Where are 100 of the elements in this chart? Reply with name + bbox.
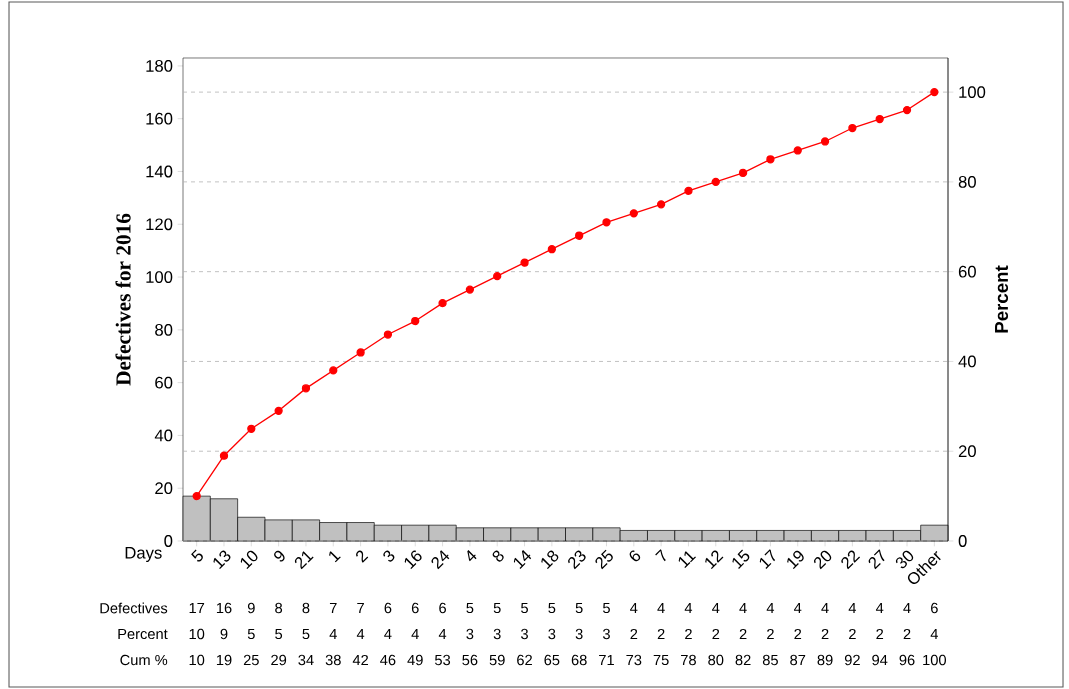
- point: [848, 123, 857, 133]
- data-label: 10: [189, 654, 205, 666]
- data-label: 4: [794, 602, 802, 614]
- text: 3: [575, 628, 583, 640]
- y2-tick-label: 60: [958, 265, 976, 278]
- text: 4: [438, 628, 447, 640]
- x-tick-label: 7: [655, 549, 666, 562]
- point: [711, 177, 720, 187]
- data-label: 38: [325, 654, 341, 666]
- y-tick-label: 180: [146, 60, 173, 72]
- x-tick-label: 12: [705, 550, 724, 570]
- text: 3: [521, 628, 528, 640]
- text: 3: [548, 628, 556, 640]
- text: 3: [602, 628, 610, 640]
- x-tick-label: 14: [513, 550, 532, 569]
- text: 2: [767, 628, 774, 640]
- data-label: 8: [275, 602, 283, 614]
- data-label: 4: [848, 602, 857, 614]
- text: 4: [356, 628, 365, 640]
- data-label: 4: [739, 602, 747, 614]
- point: [902, 105, 912, 115]
- data-label: 5: [603, 602, 610, 614]
- y2-tick-label: 80: [958, 176, 976, 188]
- data-label: 4: [712, 602, 720, 614]
- point: [793, 146, 802, 155]
- data-label: 8: [302, 602, 310, 614]
- point: [820, 137, 830, 146]
- x-tick-label: 11: [678, 551, 696, 569]
- data-label: 65: [544, 654, 560, 666]
- x-tick-label: 21: [294, 551, 314, 570]
- point: [438, 298, 447, 308]
- data-label: 9: [247, 602, 255, 614]
- data-label: 49: [407, 654, 423, 666]
- text: 2: [657, 628, 665, 640]
- data-label: 56: [462, 654, 478, 666]
- text: 2: [876, 628, 884, 640]
- text: 10: [189, 628, 205, 640]
- x-tick-label: 25: [595, 549, 613, 570]
- data-label: 7: [329, 602, 337, 614]
- data-label: 5: [521, 602, 528, 614]
- data-label: 87: [790, 654, 806, 666]
- data-label: 89: [817, 654, 833, 666]
- y-tick-label: 0: [164, 535, 173, 547]
- x-tick-label: 1: [329, 551, 341, 563]
- point: [192, 491, 201, 501]
- x-tick-label: 15: [732, 549, 750, 569]
- x-tick-label: 22: [841, 550, 861, 570]
- text: 2: [821, 628, 829, 640]
- y2-tick-label: 0: [958, 535, 967, 547]
- point: [411, 316, 420, 326]
- data-label: 94: [872, 654, 888, 666]
- point: [575, 231, 584, 240]
- y2-tick-label: 100: [959, 86, 986, 99]
- point: [329, 366, 338, 375]
- data-label: 6: [439, 602, 446, 614]
- point: [602, 218, 611, 227]
- text: 5: [302, 628, 310, 640]
- x-tick-label: 27: [868, 549, 885, 570]
- y-tick-label: 120: [146, 218, 173, 231]
- data-label: 5: [548, 602, 556, 614]
- text: 4: [329, 628, 337, 640]
- data-label: 17: [189, 602, 205, 614]
- data-label: 78: [681, 654, 696, 666]
- point: [356, 348, 365, 357]
- data-label: 6: [411, 602, 419, 614]
- data-label: 80: [708, 654, 724, 666]
- y-tick-label: 20: [155, 482, 173, 495]
- x-tick-label: 5: [191, 549, 203, 562]
- point: [875, 114, 884, 124]
- y-axis-title: Defectives for 2016: [115, 213, 131, 386]
- data-label: 4: [684, 602, 693, 614]
- text: 4: [384, 628, 392, 640]
- x-tick-label: 17: [759, 549, 776, 569]
- x-tick-label: 4: [467, 550, 477, 562]
- y-tick-label: 140: [146, 165, 173, 178]
- text: 2: [712, 628, 720, 640]
- data-label: 4: [657, 602, 665, 614]
- y-tick-label: 160: [146, 112, 173, 125]
- x-tick-label: 16: [404, 550, 422, 570]
- data-label: 5: [493, 602, 501, 614]
- point: [547, 245, 556, 254]
- x-tick-label: 20: [813, 550, 832, 570]
- text: 4: [930, 628, 938, 640]
- data-label: 4: [630, 602, 638, 614]
- x-tick-label: 9: [274, 550, 285, 562]
- data-label: 53: [435, 654, 451, 666]
- point: [629, 209, 638, 218]
- data-label: 68: [571, 654, 587, 666]
- data-label: 19: [216, 654, 232, 666]
- data-label: 29: [271, 654, 287, 666]
- data-label: 75: [653, 654, 669, 666]
- text: 2: [849, 628, 856, 640]
- point: [465, 285, 475, 294]
- text: Cum %: [120, 654, 168, 666]
- text: 9: [220, 628, 228, 640]
- data-label: 25: [243, 654, 259, 666]
- data-label: 6: [931, 602, 938, 614]
- x-tick-label: 8: [492, 550, 504, 562]
- x-tick-label: 13: [213, 550, 231, 570]
- point: [738, 168, 748, 178]
